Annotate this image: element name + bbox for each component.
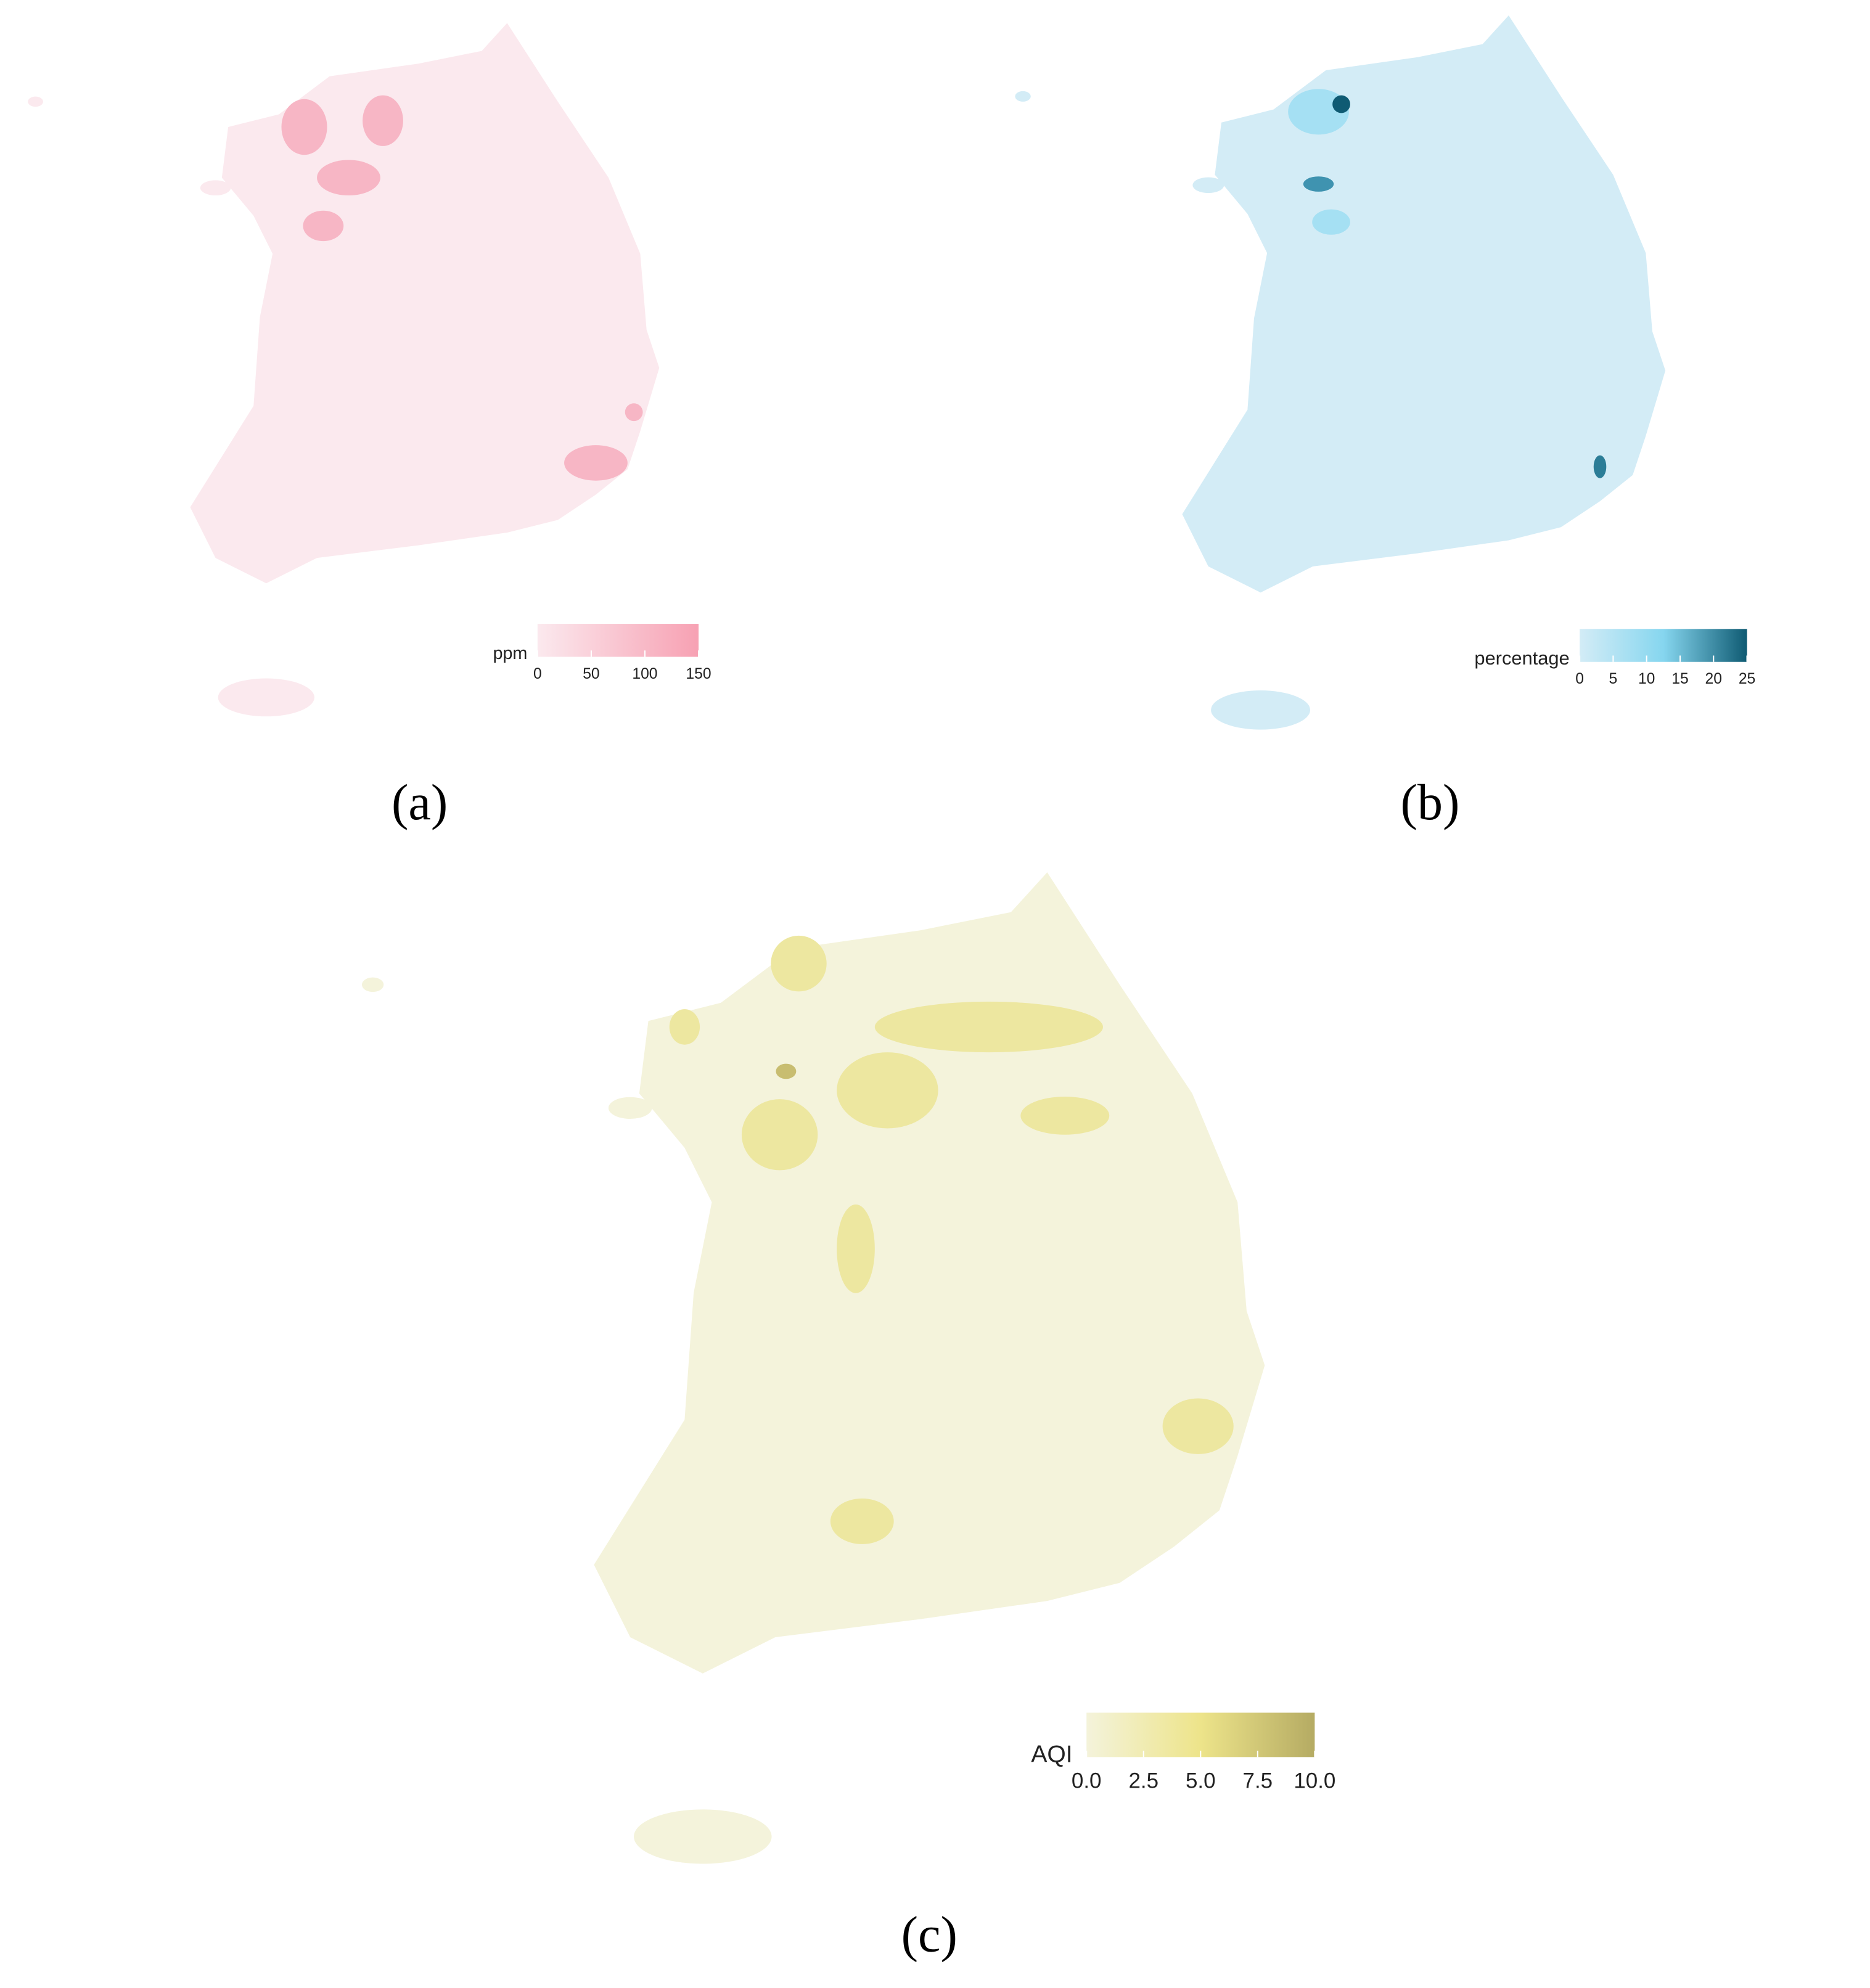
colorbar-tick-label: 15 [1671,671,1688,687]
panel-label: (c) [901,1906,958,1962]
colorbar-tick-label: 0.0 [1072,1769,1102,1793]
colorbar-tick-label: 5 [1609,671,1618,687]
colorbar [1086,1712,1315,1757]
colorbar [1580,629,1747,662]
colorbar-tick-label: 50 [583,666,599,682]
legend-title: percentage [1474,647,1569,669]
panel-label: (b) [1401,774,1460,830]
map-a [28,23,660,717]
map-b [1015,15,1666,730]
colorbar-tick-label: 150 [686,666,711,682]
colorbar-tick-label: 2.5 [1128,1769,1158,1793]
legend-title: AQI [1031,1741,1072,1768]
colorbar-tick-label: 20 [1705,671,1722,687]
legend: percentage 0 5 10 15 20 25 [1474,629,1755,687]
colorbar-tick-label: 25 [1739,671,1755,687]
map-c [361,872,1265,1864]
panel-label: (a) [392,774,448,830]
colorbar-tick-label: 10 [1638,671,1655,687]
colorbar [537,624,699,657]
legend: ppm 0 50 100 150 [493,624,712,682]
colorbar-tick-label: 10.0 [1294,1769,1335,1793]
legend-title: ppm [493,644,527,663]
colorbar-tick-label: 0 [1575,671,1584,687]
colorbar-tick-label: 5.0 [1186,1769,1216,1793]
colorbar-tick-label: 0 [533,666,542,682]
colorbar-tick-label: 100 [632,666,657,682]
colorbar-tick-label: 7.5 [1243,1769,1273,1793]
